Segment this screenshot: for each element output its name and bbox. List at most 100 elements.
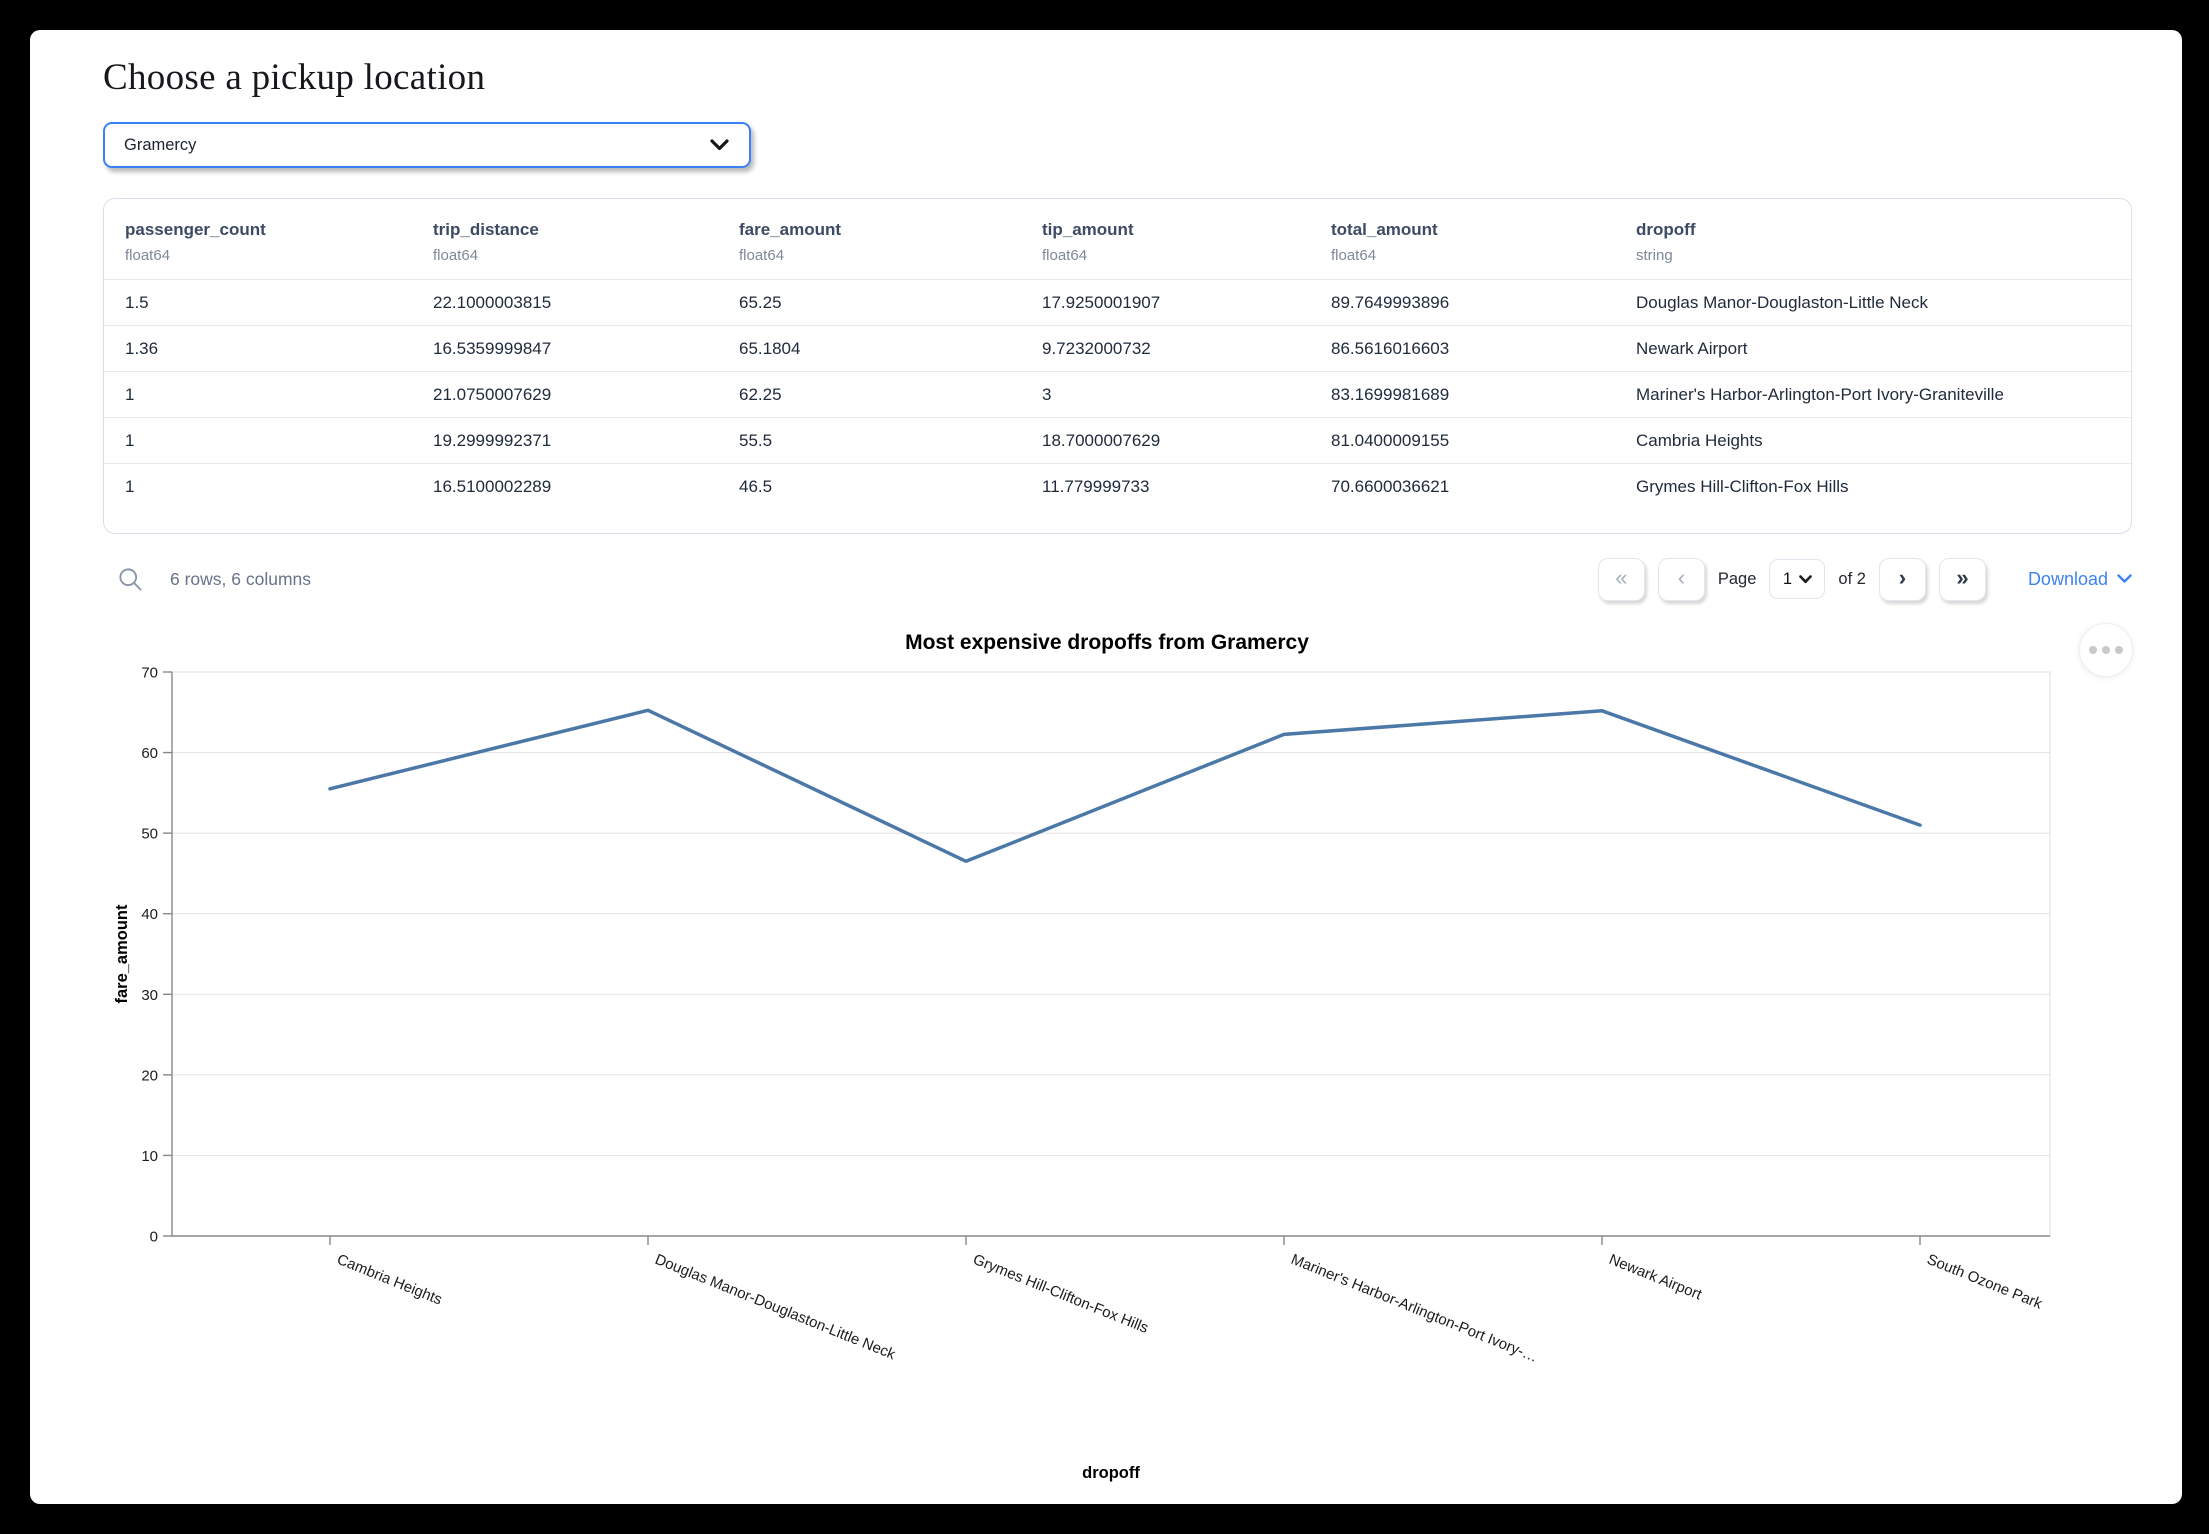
table-row[interactable]: 1.5 22.1000003815 65.25 17.9250001907 89.764… [104, 279, 2131, 326]
y-axis-title: fare_amount [113, 904, 131, 1004]
fare-amount-line-chart: 0 10 20 30 40 50 60 70 Cambria Heights Douglas Ma… [113, 665, 2051, 1482]
table-cell: 1 [104, 463, 412, 510]
table-cell: 3 [1021, 371, 1310, 418]
table-row[interactable]: 1 16.5100002289 46.5 11.779999733 70.6600036… [104, 463, 2131, 510]
y-tick-label: 40 [141, 906, 158, 923]
chevron-down-icon [1799, 574, 1812, 583]
pagination: « ‹ Page 1 of 2 › » [1597, 557, 1986, 601]
table-cell: Cambria Heights [1615, 417, 2131, 464]
y-tick-label: 70 [141, 665, 158, 682]
table-cell: 1 [104, 417, 412, 464]
table-cell: 86.5616016603 [1310, 325, 1615, 372]
table-cell: 18.7000007629 [1021, 417, 1310, 464]
table-cell: 83.1699981689 [1310, 371, 1615, 418]
table-cell: 16.5100002289 [412, 463, 718, 510]
column-header-trip_distance[interactable]: trip_distance float64 [412, 199, 718, 280]
page-number-select[interactable]: 1 [1769, 559, 1826, 599]
page-label: Page [1717, 569, 1757, 588]
y-tick-label: 0 [150, 1229, 158, 1246]
table-cell: 19.2999992371 [412, 417, 718, 464]
column-header-tip_amount[interactable]: tip_amount float64 [1021, 199, 1310, 280]
column-header-fare_amount[interactable]: fare_amount float64 [718, 199, 1021, 280]
app-card: Choose a pickup location Gramercy passen… [30, 30, 2182, 1504]
x-tick-label: Newark Airport [1607, 1251, 1705, 1304]
table-cell: 16.5359999847 [412, 325, 718, 372]
column-type: string [1636, 247, 1673, 264]
table-cell: 89.7649993896 [1310, 279, 1615, 326]
table-cell: 22.1000003815 [412, 279, 718, 326]
table-cell: 62.25 [718, 371, 1021, 418]
download-label: Download [2027, 568, 2108, 589]
column-name: total_amount [1331, 220, 1438, 239]
table-body: 1.5 22.1000003815 65.25 17.9250001907 89.764… [104, 279, 2131, 510]
table-cell: 17.9250001907 [1021, 279, 1310, 326]
table-cell: Newark Airport [1615, 325, 2131, 372]
table-cell: Douglas Manor-Douglaston-Little Neck [1615, 279, 2131, 326]
y-tick-label: 10 [141, 1148, 158, 1165]
table-footer-right: « ‹ Page 1 of 2 › » Download [1597, 557, 2132, 601]
chart-menu-button[interactable] [2079, 623, 2133, 677]
column-type: float64 [739, 247, 785, 264]
table-footer: 6 rows, 6 columns « ‹ Page 1 of 2 › » Do… [103, 554, 2132, 604]
table-cell: 9.7232000732 [1021, 325, 1310, 372]
table-cell: Mariner's Harbor-Arlington-Port Ivory-Gr… [1615, 371, 2131, 418]
table-row[interactable]: 1 21.0750007629 62.25 3 83.1699981689 Mariner… [104, 371, 2131, 418]
x-tick-label: South Ozone Park [1925, 1251, 2045, 1313]
x-tick-label: Mariner's Harbor-Arlington-Port Ivory-… [1289, 1251, 1541, 1366]
pickup-location-select[interactable]: Gramercy [103, 122, 751, 168]
dot-icon [2115, 646, 2123, 654]
dot-icon [2089, 646, 2097, 654]
table-cell: 70.6600036621 [1310, 463, 1615, 510]
column-name: dropoff [1636, 220, 1696, 239]
table-cell: 1.36 [104, 325, 412, 372]
table-summary: 6 rows, 6 columns [170, 568, 312, 589]
page-title: Choose a pickup location [103, 57, 486, 98]
next-page-button[interactable]: › [1878, 557, 1926, 601]
table-cell: Grymes Hill-Clifton-Fox Hills [1615, 463, 2131, 510]
x-tick-label: Douglas Manor-Douglaston-Little Neck [653, 1251, 899, 1363]
column-name: fare_amount [739, 220, 842, 239]
column-type: float64 [433, 247, 479, 264]
y-tick-label: 20 [141, 1067, 158, 1084]
download-link[interactable]: Download [2028, 569, 2132, 590]
x-axis-title: dropoff [1082, 1464, 1140, 1482]
chevron-down-icon [710, 139, 729, 151]
table-row[interactable]: 1.36 16.5359999847 65.1804 9.7232000732 86.5… [104, 325, 2131, 372]
column-type: float64 [125, 247, 171, 264]
x-tick-label: Cambria Heights [335, 1251, 445, 1309]
search-icon[interactable] [117, 566, 144, 593]
table-cell: 1 [104, 371, 412, 418]
table-row[interactable]: 1 19.2999992371 55.5 18.7000007629 81.040000… [104, 417, 2131, 464]
y-tick-label: 60 [141, 745, 158, 762]
column-name: tip_amount [1042, 220, 1134, 239]
table-cell: 55.5 [718, 417, 1021, 464]
fare-line-series [328, 708, 1922, 864]
dot-icon [2102, 646, 2110, 654]
table-footer-left: 6 rows, 6 columns [103, 566, 311, 593]
x-tick-label: Grymes Hill-Clifton-Fox Hills [971, 1251, 1151, 1337]
column-header-total_amount[interactable]: total_amount float64 [1310, 199, 1615, 280]
table-cell: 65.1804 [718, 325, 1021, 372]
column-type: float64 [1042, 247, 1088, 264]
first-page-button[interactable]: « [1597, 557, 1645, 601]
table-cell: 81.0400009155 [1310, 417, 1615, 464]
table-cell: 11.779999733 [1021, 463, 1310, 510]
column-name: passenger_count [125, 220, 266, 239]
y-tick-label: 30 [141, 987, 158, 1004]
column-name: trip_distance [433, 220, 539, 239]
pickup-location-value: Gramercy [124, 135, 197, 154]
chevron-down-icon [2117, 574, 2132, 583]
chart-title: Most expensive dropoffs from Gramercy [905, 631, 1309, 654]
column-type: float64 [1331, 247, 1377, 264]
page-of-label: of 2 [1838, 569, 1866, 588]
table-cell: 65.25 [718, 279, 1021, 326]
page-number-value: 1 [1782, 569, 1792, 588]
table-cell: 21.0750007629 [412, 371, 718, 418]
last-page-button[interactable]: » [1938, 557, 1986, 601]
prev-page-button[interactable]: ‹ [1657, 557, 1705, 601]
column-header-dropoff[interactable]: dropoff string [1615, 199, 2131, 280]
column-header-passenger_count[interactable]: passenger_count float64 [104, 199, 412, 280]
